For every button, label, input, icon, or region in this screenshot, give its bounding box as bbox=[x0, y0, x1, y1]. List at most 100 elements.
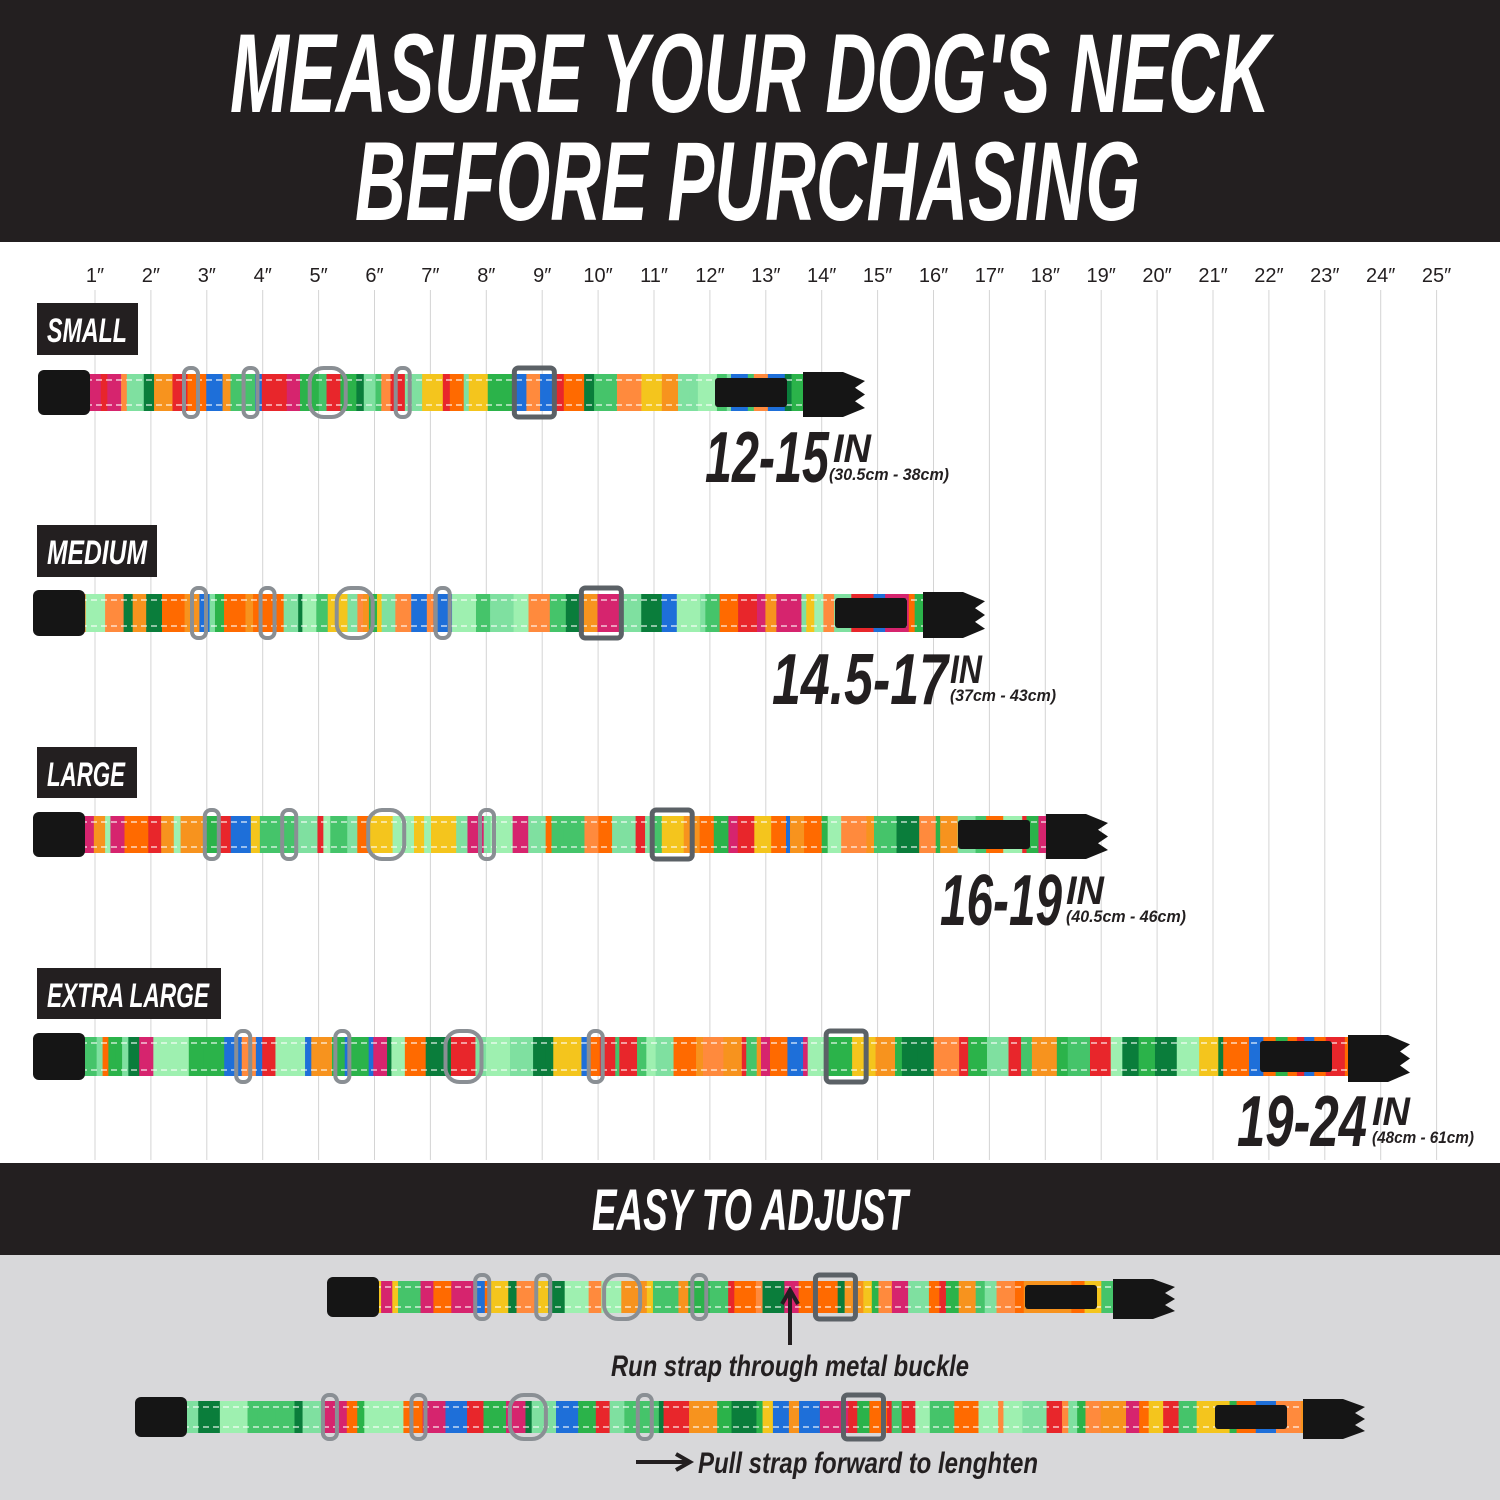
strap-stripe bbox=[512, 816, 529, 853]
ruler-label: 9″ bbox=[533, 265, 551, 287]
strap-stripe bbox=[803, 1037, 809, 1076]
strap-stripe bbox=[173, 816, 182, 853]
strap-stripe bbox=[411, 594, 428, 632]
strap-stripe bbox=[689, 1401, 697, 1433]
strap-stripe bbox=[146, 594, 163, 632]
tag bbox=[1215, 1405, 1287, 1429]
strap-stripe bbox=[357, 1401, 365, 1433]
strap-stripe bbox=[719, 594, 739, 632]
strap-stripe bbox=[741, 1037, 747, 1076]
size-unit: IN bbox=[833, 427, 872, 471]
strap-stripe bbox=[139, 1037, 154, 1076]
strap-stripe bbox=[731, 1401, 757, 1433]
ruler-label: 20″ bbox=[1142, 265, 1171, 287]
buckle-right bbox=[1113, 1279, 1175, 1319]
strap-stripe bbox=[241, 1401, 249, 1433]
strap-stripe bbox=[1033, 816, 1039, 853]
strap-stripe bbox=[556, 1401, 579, 1433]
strap-stripe bbox=[728, 816, 739, 853]
strap-stripe bbox=[996, 1281, 1016, 1313]
strap-stripe bbox=[307, 1401, 325, 1433]
strap-stripe bbox=[584, 374, 595, 411]
buckle-left bbox=[327, 1277, 379, 1317]
strap-stripe bbox=[807, 1037, 828, 1076]
strap-stripe bbox=[978, 1401, 999, 1433]
strap-stripe bbox=[105, 816, 111, 853]
strap-stripe bbox=[545, 816, 553, 853]
ruler-label: 15″ bbox=[863, 265, 892, 287]
strap-stripe bbox=[895, 1037, 903, 1076]
strap-stripe bbox=[257, 1401, 277, 1433]
strap-stripe bbox=[645, 816, 651, 853]
strap-stripe bbox=[689, 374, 699, 411]
size-range: 16-19 bbox=[940, 861, 1062, 941]
strap-stripe bbox=[262, 1037, 276, 1076]
strap-stripe bbox=[896, 816, 920, 853]
ruler-label: 6″ bbox=[365, 265, 383, 287]
strap-stripe bbox=[143, 374, 155, 411]
strap-stripe bbox=[516, 1281, 537, 1313]
strap-stripe bbox=[528, 816, 547, 853]
strap-stripe bbox=[699, 816, 715, 853]
collar bbox=[327, 1272, 1175, 1322]
strap-stripe bbox=[878, 1281, 893, 1313]
strap-stripe bbox=[283, 816, 297, 853]
strap-stripe bbox=[673, 1037, 697, 1076]
strap-stripe bbox=[787, 1037, 798, 1076]
strap-stripe bbox=[398, 1281, 422, 1313]
strap-stripe bbox=[646, 1281, 654, 1313]
strap-stripe bbox=[769, 1037, 788, 1076]
strap-stripe bbox=[318, 374, 328, 411]
ruler-label: 3″ bbox=[198, 265, 216, 287]
strap-stripe bbox=[368, 1037, 374, 1076]
strap-stripe bbox=[391, 1037, 406, 1076]
strap-stripe bbox=[998, 1401, 1004, 1433]
ruler-label: 14″ bbox=[807, 265, 836, 287]
strap-stripe bbox=[908, 1281, 930, 1313]
strap-stripe bbox=[901, 1037, 918, 1076]
collar bbox=[33, 1028, 1410, 1085]
strap-stripe bbox=[148, 816, 162, 853]
strap-stripe bbox=[873, 816, 898, 853]
ruler-label: 25″ bbox=[1422, 265, 1451, 287]
strap-stripe bbox=[317, 816, 324, 853]
strap-stripe bbox=[786, 816, 791, 853]
strap-stripe bbox=[107, 374, 122, 411]
strap-stripe bbox=[823, 594, 835, 632]
strap-stripe bbox=[661, 594, 678, 632]
strap-stripe bbox=[326, 374, 341, 411]
adjust-step: Run strap through metal buckle bbox=[611, 1350, 969, 1383]
strap-stripe bbox=[821, 816, 829, 853]
strap-stripe bbox=[261, 374, 288, 411]
ruler-label: 13″ bbox=[751, 265, 780, 287]
ring bbox=[473, 1273, 492, 1321]
strap-stripe bbox=[601, 1281, 622, 1313]
strap-stripe bbox=[404, 1037, 427, 1076]
tag bbox=[1260, 1041, 1332, 1072]
strap-stripe bbox=[622, 594, 642, 632]
strap-stripe bbox=[756, 1401, 764, 1433]
adjust-step: Pull strap forward to lenghten bbox=[698, 1447, 1038, 1480]
strap-stripe bbox=[468, 374, 489, 411]
strap-stripe bbox=[709, 1281, 729, 1313]
strap-stripe bbox=[162, 594, 186, 632]
size-label-box bbox=[37, 303, 138, 355]
strap-stripe bbox=[549, 594, 567, 632]
strap-stripe bbox=[581, 1037, 588, 1076]
strap-stripe bbox=[1101, 1281, 1116, 1313]
strap-stripe bbox=[526, 374, 541, 411]
size-unit: IN bbox=[950, 648, 983, 692]
strap-stripe bbox=[490, 1281, 509, 1313]
strap-stripe bbox=[1015, 1281, 1025, 1313]
size-metric: (40.5cm - 46cm) bbox=[1066, 907, 1186, 926]
strap-stripe bbox=[323, 816, 331, 853]
ruler-label: 10″ bbox=[583, 265, 612, 287]
ruler-label: 17″ bbox=[975, 265, 1004, 287]
strap-stripe bbox=[637, 1037, 647, 1076]
slider bbox=[649, 807, 695, 862]
strap-stripe bbox=[475, 594, 491, 632]
strap-stripe bbox=[563, 816, 585, 853]
size-label: EXTRA LARGE bbox=[47, 977, 210, 1015]
strap-stripe bbox=[395, 594, 412, 632]
